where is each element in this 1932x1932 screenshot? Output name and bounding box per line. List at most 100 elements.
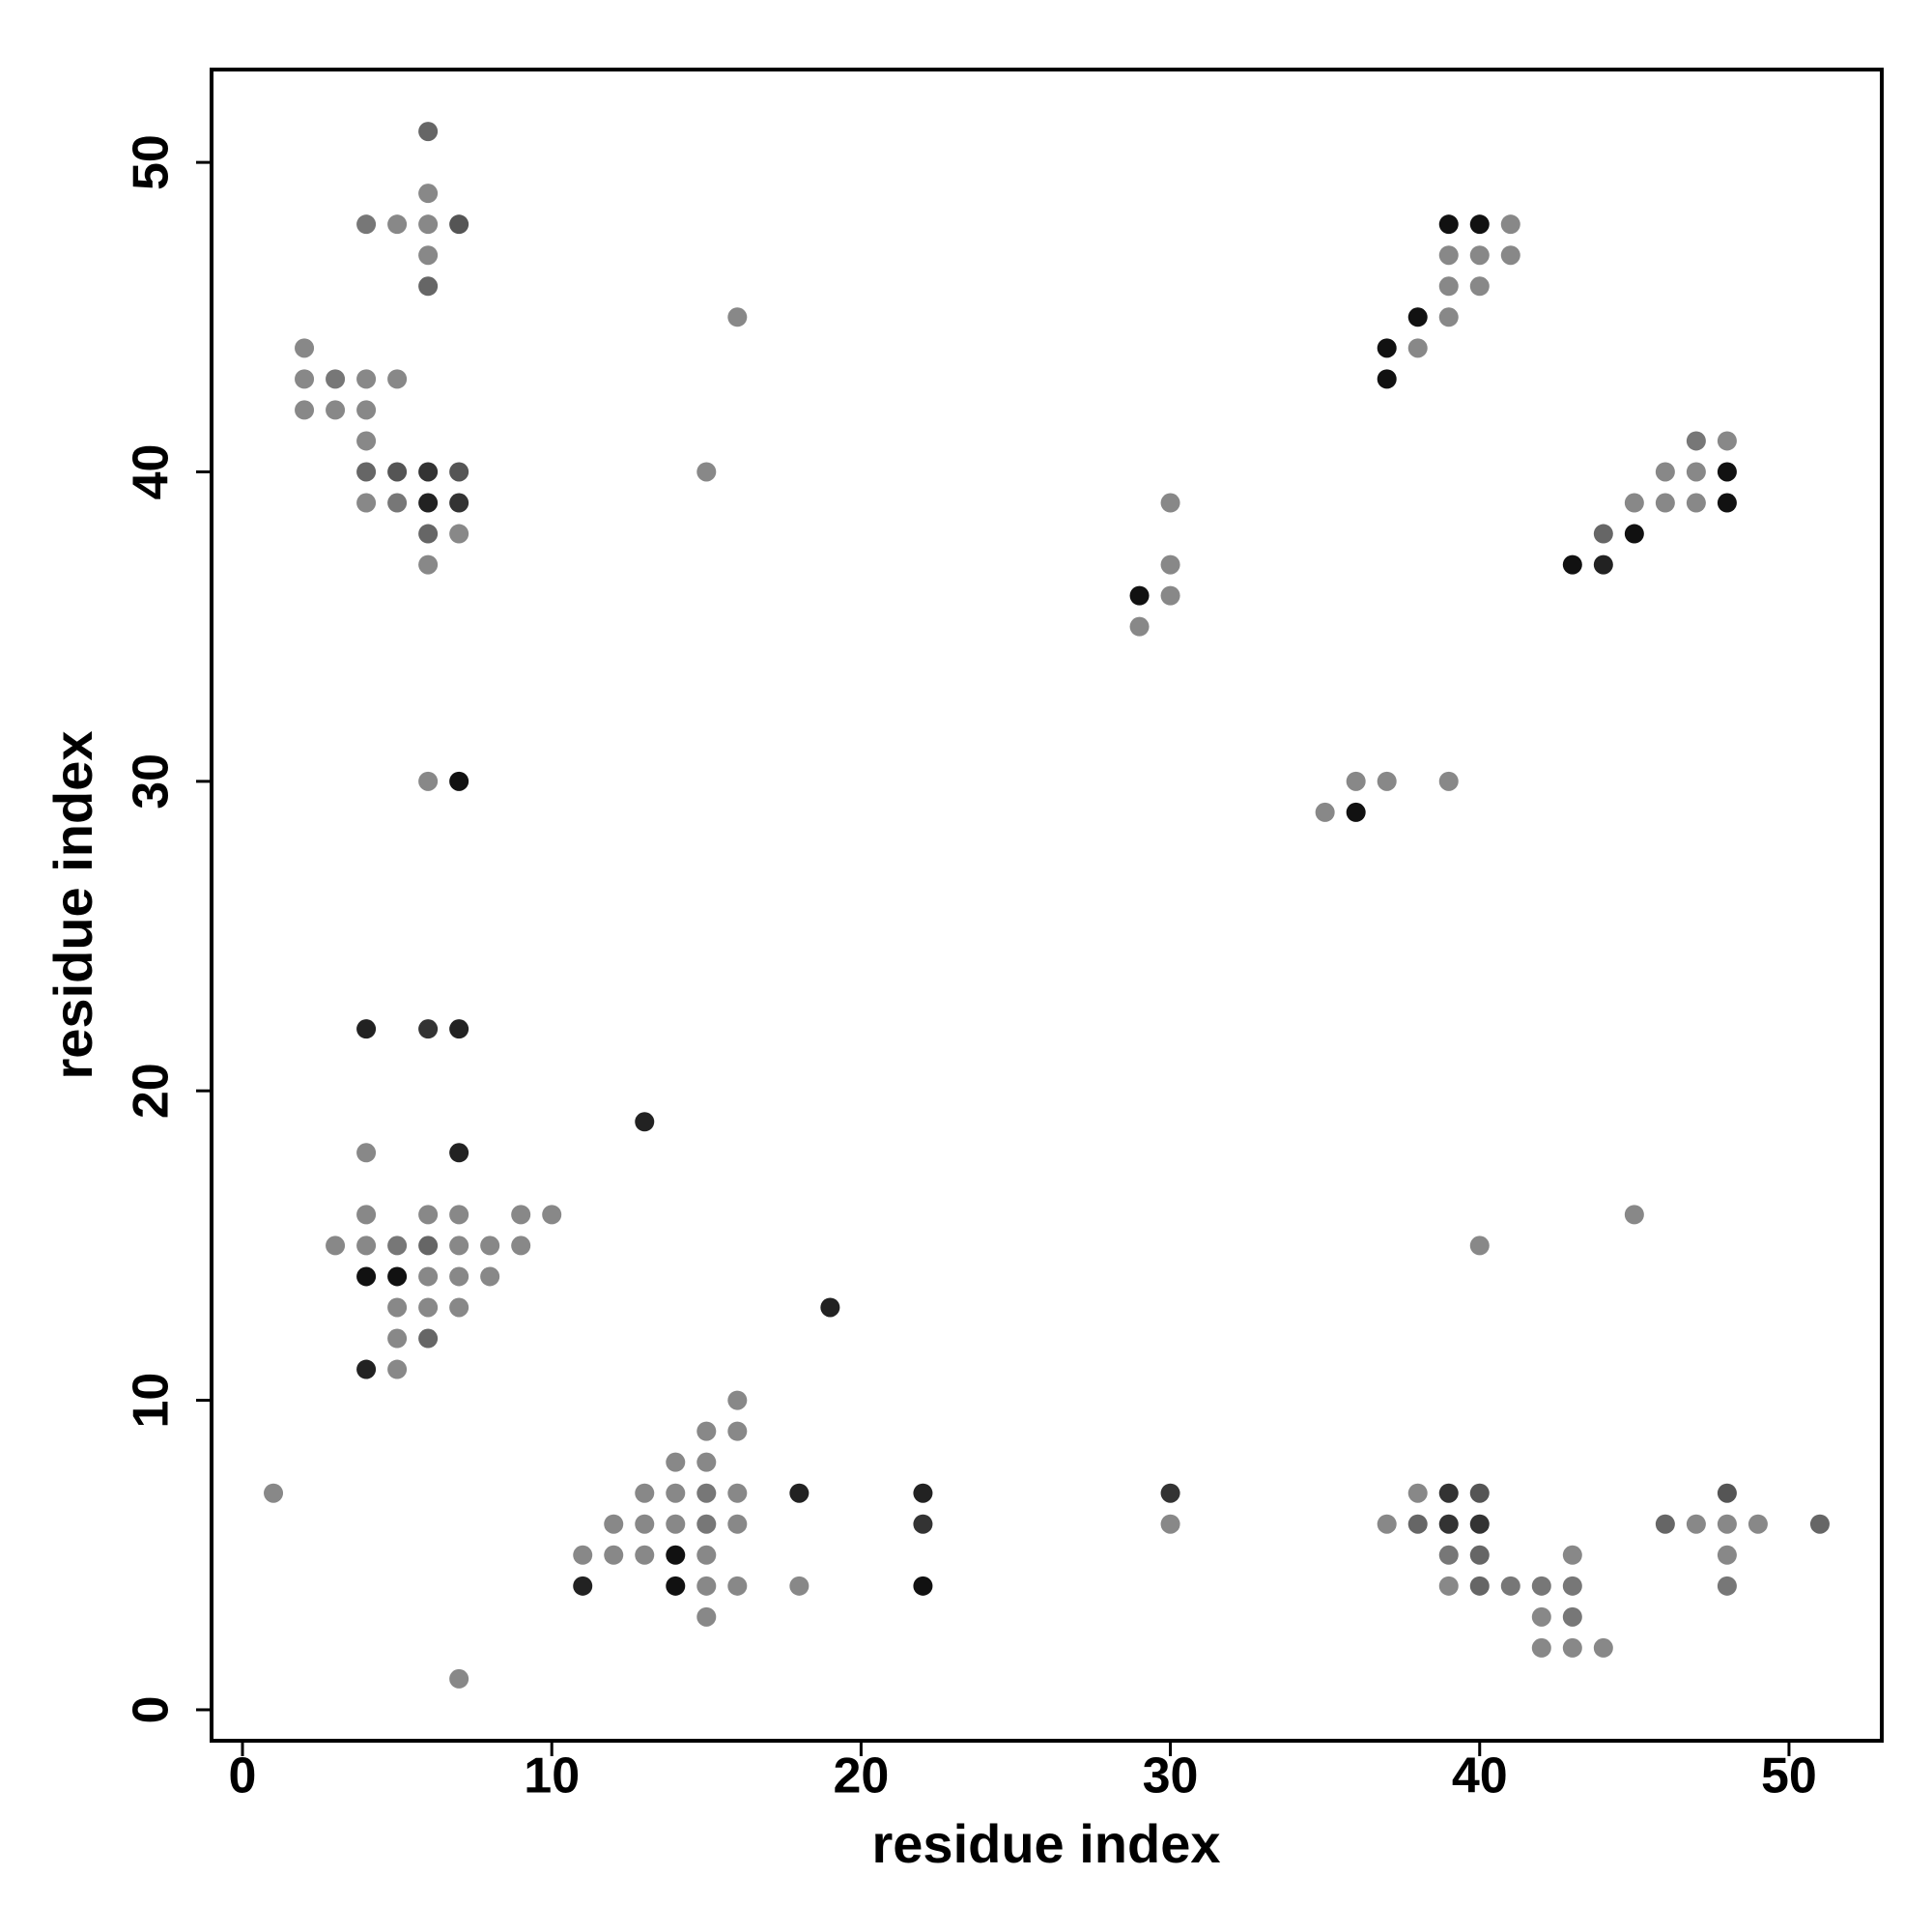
point — [1809, 1514, 1830, 1534]
point — [418, 1236, 439, 1256]
point — [727, 1576, 748, 1596]
point — [1160, 493, 1180, 513]
point — [542, 1205, 562, 1225]
point — [913, 1576, 933, 1596]
y-tick-label: 20 — [124, 1063, 180, 1119]
point — [387, 1328, 408, 1349]
point — [1655, 493, 1675, 513]
point — [326, 369, 346, 389]
point — [1315, 802, 1335, 822]
plot-frame — [210, 68, 1884, 1743]
y-axis-label: residue index — [43, 730, 103, 1079]
point — [418, 524, 439, 544]
x-tick-label: 40 — [1452, 1748, 1508, 1804]
point — [1469, 276, 1490, 297]
point — [418, 1297, 439, 1318]
point — [418, 1019, 439, 1039]
point — [418, 245, 439, 266]
point — [727, 307, 748, 327]
point — [1377, 338, 1397, 358]
point — [449, 1205, 469, 1225]
point — [418, 462, 439, 482]
point — [449, 1668, 469, 1689]
point — [1160, 554, 1180, 575]
point — [604, 1514, 624, 1534]
point — [1160, 1483, 1180, 1503]
point — [696, 1606, 717, 1627]
point — [418, 214, 439, 235]
point — [1438, 1514, 1459, 1534]
point — [1500, 214, 1520, 235]
point — [418, 771, 439, 791]
point — [1655, 462, 1675, 482]
point — [913, 1514, 933, 1534]
point — [666, 1514, 686, 1534]
point — [1438, 245, 1459, 266]
point — [449, 771, 469, 791]
point — [295, 369, 315, 389]
point — [449, 1266, 469, 1287]
point — [387, 1359, 408, 1379]
point — [449, 1236, 469, 1256]
point — [1717, 1576, 1737, 1596]
point — [480, 1236, 500, 1256]
point — [356, 214, 377, 235]
point — [1469, 1514, 1490, 1534]
x-tick-label: 30 — [1143, 1748, 1199, 1804]
point — [449, 1019, 469, 1039]
point — [356, 431, 377, 451]
point — [696, 462, 717, 482]
point — [1438, 1545, 1459, 1565]
point — [1717, 431, 1737, 451]
point — [449, 214, 469, 235]
point — [326, 1236, 346, 1256]
point — [511, 1205, 531, 1225]
point — [1469, 1576, 1490, 1596]
point — [356, 493, 377, 513]
point — [449, 493, 469, 513]
point — [295, 338, 315, 358]
point — [1438, 276, 1459, 297]
y-tick-label: 10 — [124, 1373, 180, 1429]
point — [1377, 369, 1397, 389]
x-tick-label: 50 — [1761, 1748, 1817, 1804]
point — [1129, 585, 1150, 606]
point — [356, 1205, 377, 1225]
point — [387, 1297, 408, 1318]
point — [604, 1545, 624, 1565]
point — [1346, 802, 1366, 822]
point — [387, 1236, 408, 1256]
point — [1717, 1514, 1737, 1534]
point — [696, 1421, 717, 1441]
point — [635, 1514, 655, 1534]
point — [1407, 307, 1428, 327]
point — [418, 493, 439, 513]
point — [1438, 214, 1459, 235]
point — [264, 1483, 284, 1503]
point — [356, 1143, 377, 1163]
point — [696, 1514, 717, 1534]
point — [1407, 1514, 1428, 1534]
point — [820, 1297, 840, 1318]
point — [635, 1545, 655, 1565]
point — [1469, 1545, 1490, 1565]
point — [1469, 1483, 1490, 1503]
point — [387, 214, 408, 235]
point — [1377, 1514, 1397, 1534]
point — [356, 1359, 377, 1379]
point — [727, 1514, 748, 1534]
point — [1593, 524, 1613, 544]
y-tick-label: 30 — [124, 753, 180, 810]
point — [1686, 431, 1706, 451]
point — [666, 1483, 686, 1503]
point — [635, 1483, 655, 1503]
point — [418, 1328, 439, 1349]
point — [1562, 1576, 1582, 1596]
point — [573, 1576, 593, 1596]
point — [1469, 1236, 1490, 1256]
point — [449, 1297, 469, 1318]
x-tick-label: 0 — [229, 1748, 257, 1804]
point — [1500, 1576, 1520, 1596]
point — [418, 184, 439, 204]
